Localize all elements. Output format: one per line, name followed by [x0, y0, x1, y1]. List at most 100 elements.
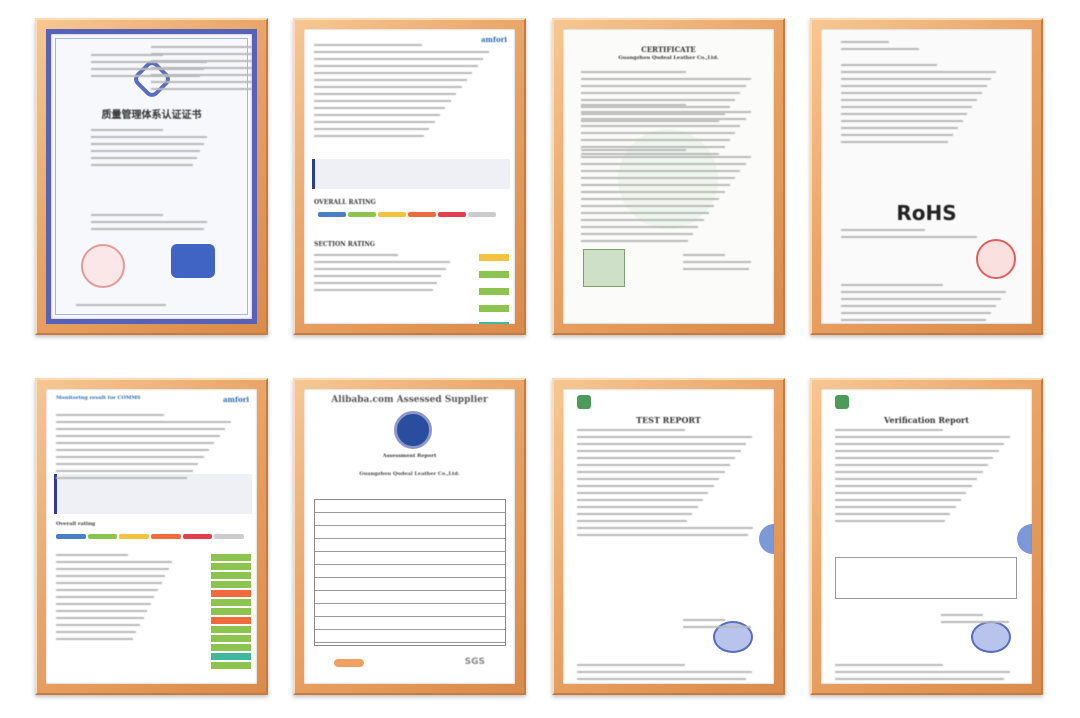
text-line: [841, 127, 958, 129]
text-line: [835, 664, 943, 666]
text-line: [314, 275, 442, 277]
text-line: [941, 621, 1009, 623]
text-line: [91, 61, 208, 63]
alibaba-logo-icon: [334, 659, 364, 667]
text-line: [91, 129, 163, 131]
text-line: [56, 603, 151, 605]
notice-box: [54, 474, 252, 514]
report-subtitle: Assessment Report: [382, 453, 437, 459]
certificate-frame-verification[interactable]: Verification Report: [810, 378, 1043, 695]
text-line: [841, 141, 949, 143]
text-line: [581, 106, 730, 108]
text-line: [76, 304, 166, 306]
brand-logo: amfori: [481, 35, 507, 44]
text-line: [835, 485, 972, 487]
text-line: [56, 561, 173, 563]
text-line: [581, 104, 686, 106]
certificate-frame-monitoring-2[interactable]: Monitoring result for COMMS amfori Overa…: [35, 378, 268, 695]
text-line: [683, 254, 725, 256]
rating-segment: [438, 212, 466, 217]
company-name: Guangzhou Qudeal Leather Co.,Ltd.: [618, 55, 719, 61]
text-line: [577, 499, 703, 501]
certificate-frame-monitoring[interactable]: amfori OVERALL RATING SECTION RATING: [293, 18, 526, 335]
text-line: [56, 477, 188, 479]
certificate-frame-certificate[interactable]: CERTIFICATE Guangzhou Qudeal Leather Co.…: [552, 18, 785, 335]
text-line: [577, 506, 698, 508]
text-line: [835, 671, 1010, 673]
text-line: [151, 53, 252, 55]
certificate-frame-test-report[interactable]: TEST REPORT: [552, 378, 785, 695]
certificate-paper: CERTIFICATE Guangzhou Qudeal Leather Co.…: [563, 29, 774, 324]
text-line: [56, 582, 162, 584]
text-line: [841, 99, 977, 101]
certificate-paper: 质量管理体系认证证书: [46, 29, 257, 324]
text-line: [56, 421, 231, 423]
rating-segment: [378, 212, 406, 217]
text-line: [314, 114, 440, 116]
text-line: [151, 46, 252, 48]
text-line: [835, 492, 967, 494]
section-rating-chip: [479, 288, 509, 295]
text-line: [577, 443, 747, 445]
section-rating-chip: [211, 653, 251, 660]
text-line: [577, 678, 747, 680]
certificate-frame-rohs[interactable]: RoHS: [810, 18, 1043, 335]
text-line: [581, 99, 735, 101]
text-line: [56, 575, 166, 577]
overall-rating-label: OVERALL RATING: [314, 199, 376, 206]
text-line: [581, 233, 693, 235]
text-line: [91, 214, 163, 216]
text-line: [841, 229, 925, 231]
red-seal-icon: [81, 244, 125, 288]
section-rating-label: SECTION RATING: [314, 241, 375, 248]
text-line: [314, 261, 450, 263]
certificate-frame-quality[interactable]: 质量管理体系认证证书: [35, 18, 268, 335]
text-line: [56, 456, 204, 458]
text-line: [56, 568, 169, 570]
certificate-frame-alibaba[interactable]: Alibaba.com Assessed Supplier Assessment…: [293, 378, 526, 695]
overall-rating-label: Overall rating: [56, 521, 96, 527]
text-line: [841, 92, 982, 94]
rating-segment: [56, 534, 86, 539]
certificate-title: Alibaba.com Assessed Supplier: [331, 395, 488, 405]
report-title: Monitoring result for COMMS: [56, 395, 141, 401]
text-line: [91, 164, 193, 166]
text-line: [56, 638, 133, 640]
rating-segment: [348, 212, 376, 217]
text-line: [841, 64, 937, 66]
text-line: [577, 513, 693, 515]
text-line: [581, 205, 714, 207]
rating-segment: [408, 212, 436, 217]
result-table: [835, 557, 1017, 599]
text-line: [835, 499, 961, 501]
notice-box: [312, 159, 510, 189]
text-line: [835, 506, 956, 508]
info-table: [314, 499, 506, 646]
text-line: [581, 149, 686, 151]
text-line: [581, 139, 730, 141]
text-line: [941, 614, 983, 616]
text-line: [841, 319, 986, 321]
assessed-badge-icon: [394, 411, 432, 449]
section-rating-chip: [211, 563, 251, 570]
text-line: [581, 113, 725, 115]
certificate-title: RoHS: [896, 201, 957, 225]
text-line: [91, 228, 204, 230]
text-line: [577, 478, 720, 480]
text-line: [841, 85, 987, 87]
text-line: [835, 436, 1010, 438]
text-line: [841, 291, 1006, 293]
text-line: [577, 436, 752, 438]
text-line: [835, 443, 1005, 445]
section-rating-chip: [211, 590, 251, 597]
rating-segment: [87, 534, 118, 539]
text-line: [581, 163, 746, 165]
text-line: [841, 78, 992, 80]
text-line: [683, 261, 751, 263]
text-line: [835, 513, 951, 515]
lab-logo-icon: [835, 395, 849, 409]
text-line: [91, 136, 208, 138]
text-line: [841, 134, 953, 136]
text-line: [581, 191, 725, 193]
text-line: [56, 435, 220, 437]
